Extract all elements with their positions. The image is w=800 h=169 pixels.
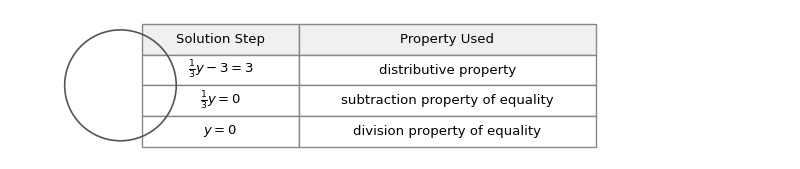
Bar	[142, 55, 298, 85]
Bar	[298, 85, 596, 116]
Text: distributive property: distributive property	[378, 64, 516, 77]
Text: subtraction property of equality: subtraction property of equality	[341, 94, 554, 107]
Bar	[298, 116, 596, 147]
Bar	[142, 24, 298, 55]
Text: Solution Step: Solution Step	[176, 33, 265, 46]
Text: $y=0$: $y=0$	[203, 123, 238, 139]
Text: $\frac{1}{3}y-3=3$: $\frac{1}{3}y-3=3$	[187, 59, 254, 81]
Bar	[298, 55, 596, 85]
Bar	[298, 24, 596, 55]
Text: $\frac{1}{3}y=0$: $\frac{1}{3}y=0$	[200, 90, 241, 112]
Text: division property of equality: division property of equality	[354, 125, 542, 138]
Bar	[142, 85, 298, 116]
Text: Property Used: Property Used	[400, 33, 494, 46]
Bar	[142, 116, 298, 147]
